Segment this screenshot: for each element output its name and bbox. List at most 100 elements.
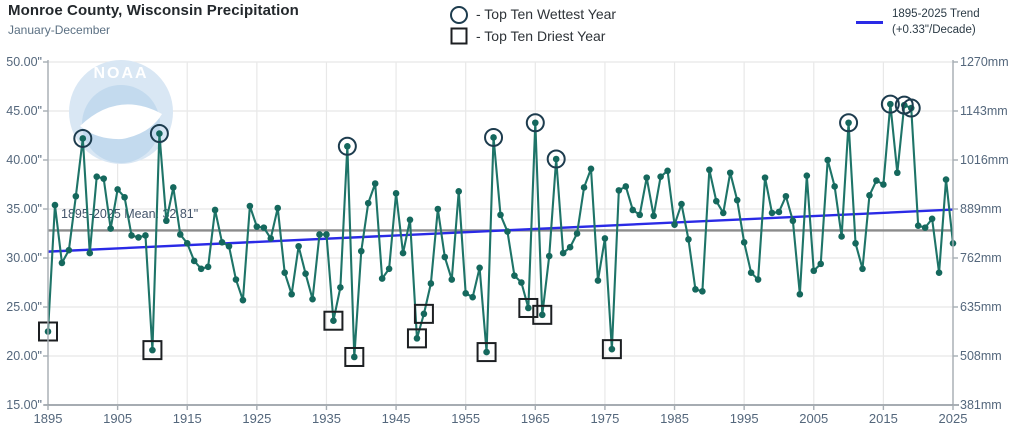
data-dot[interactable]: [114, 186, 121, 193]
data-dot[interactable]: [330, 317, 337, 325]
data-dot[interactable]: [351, 353, 358, 361]
data-dot[interactable]: [344, 142, 351, 150]
data-dot[interactable]: [545, 252, 553, 260]
data-dot[interactable]: [190, 257, 198, 265]
data-dot[interactable]: [518, 279, 525, 286]
data-dot[interactable]: [406, 216, 414, 224]
data-dot[interactable]: [107, 225, 114, 232]
data-dot[interactable]: [810, 267, 818, 275]
data-dot[interactable]: [887, 100, 894, 108]
data-dot[interactable]: [86, 249, 94, 257]
data-dot[interactable]: [413, 335, 421, 342]
data-dot[interactable]: [462, 289, 469, 297]
data-dot[interactable]: [156, 130, 163, 137]
data-dot[interactable]: [309, 295, 316, 303]
data-dot[interactable]: [650, 212, 657, 220]
data-dot[interactable]: [246, 202, 254, 210]
data-dot[interactable]: [225, 242, 233, 250]
data-dot[interactable]: [72, 192, 80, 200]
data-dot[interactable]: [281, 269, 288, 277]
data-dot[interactable]: [532, 119, 539, 127]
data-dot[interactable]: [671, 221, 678, 228]
data-dot[interactable]: [559, 249, 567, 257]
data-dot[interactable]: [566, 243, 574, 251]
data-dot[interactable]: [323, 231, 330, 238]
data-dot[interactable]: [58, 259, 66, 267]
data-dot[interactable]: [838, 233, 845, 240]
data-dot[interactable]: [852, 240, 859, 247]
data-dot[interactable]: [371, 180, 379, 187]
data-dot[interactable]: [65, 246, 73, 254]
data-dot[interactable]: [782, 192, 790, 200]
data-dot[interactable]: [483, 348, 490, 356]
data-dot[interactable]: [873, 177, 880, 184]
data-dot[interactable]: [942, 176, 950, 183]
data-dot[interactable]: [657, 173, 664, 180]
data-dot[interactable]: [914, 222, 922, 229]
data-dot[interactable]: [831, 183, 838, 190]
data-dot[interactable]: [288, 290, 295, 298]
data-dot[interactable]: [761, 174, 769, 181]
data-dot[interactable]: [866, 191, 873, 199]
data-dot[interactable]: [427, 280, 435, 287]
data-dot[interactable]: [824, 156, 831, 164]
data-dot[interactable]: [664, 167, 671, 175]
data-dot[interactable]: [880, 181, 887, 188]
data-dot[interactable]: [845, 119, 852, 127]
data-dot[interactable]: [817, 260, 825, 268]
data-dot[interactable]: [448, 276, 456, 283]
data-dot[interactable]: [511, 272, 518, 279]
data-dot[interactable]: [594, 277, 602, 284]
data-dot[interactable]: [497, 211, 504, 219]
data-dot[interactable]: [121, 193, 128, 201]
data-dot[interactable]: [197, 265, 205, 273]
data-dot[interactable]: [420, 310, 428, 318]
data-dot[interactable]: [538, 311, 546, 319]
data-dot[interactable]: [587, 165, 595, 173]
data-dot[interactable]: [218, 239, 226, 246]
data-dot[interactable]: [894, 169, 901, 177]
data-dot[interactable]: [455, 188, 463, 195]
data-dot[interactable]: [490, 134, 497, 141]
data-dot[interactable]: [204, 263, 212, 271]
data-dot[interactable]: [699, 288, 706, 295]
data-dot[interactable]: [434, 205, 442, 213]
data-dot[interactable]: [337, 284, 344, 291]
data-dot[interactable]: [636, 211, 644, 219]
data-dot[interactable]: [921, 224, 929, 231]
data-dot[interactable]: [392, 190, 400, 197]
data-dot[interactable]: [608, 345, 616, 353]
data-dot[interactable]: [357, 247, 365, 255]
data-dot[interactable]: [399, 249, 407, 257]
data-dot[interactable]: [685, 236, 692, 243]
data-dot[interactable]: [302, 270, 309, 277]
data-dot[interactable]: [573, 230, 581, 237]
data-dot[interactable]: [316, 231, 323, 238]
data-dot[interactable]: [51, 201, 59, 209]
data-dot[interactable]: [100, 175, 107, 182]
data-dot[interactable]: [615, 187, 623, 194]
data-dot[interactable]: [754, 276, 762, 283]
data-dot[interactable]: [719, 209, 727, 217]
data-dot[interactable]: [163, 217, 170, 225]
data-dot[interactable]: [260, 224, 268, 231]
data-dot[interactable]: [552, 155, 560, 163]
data-dot[interactable]: [789, 217, 797, 225]
data-dot[interactable]: [170, 184, 177, 191]
data-dot[interactable]: [295, 242, 302, 250]
data-dot[interactable]: [928, 215, 936, 223]
data-dot[interactable]: [183, 240, 191, 247]
data-dot[interactable]: [622, 183, 630, 190]
data-dot[interactable]: [128, 232, 135, 239]
data-dot[interactable]: [274, 204, 282, 212]
data-dot[interactable]: [803, 172, 811, 179]
data-dot[interactable]: [93, 173, 101, 180]
data-dot[interactable]: [678, 200, 685, 208]
data-dot[interactable]: [692, 286, 699, 293]
data-dot[interactable]: [176, 231, 184, 238]
data-dot[interactable]: [706, 166, 713, 174]
data-dot[interactable]: [385, 265, 393, 273]
data-dot[interactable]: [859, 265, 866, 273]
data-dot[interactable]: [441, 253, 449, 261]
data-dot[interactable]: [601, 235, 609, 242]
